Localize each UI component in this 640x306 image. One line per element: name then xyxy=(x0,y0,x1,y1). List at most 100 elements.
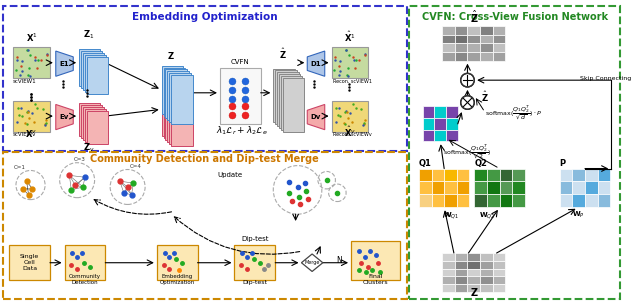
Bar xyxy=(500,194,512,207)
Text: $\hat{\mathbf{Z}}$: $\hat{\mathbf{Z}}$ xyxy=(279,46,287,61)
Bar xyxy=(487,181,500,194)
Polygon shape xyxy=(307,104,324,130)
Bar xyxy=(277,73,298,126)
Bar xyxy=(455,276,467,284)
Text: C=4: C=4 xyxy=(129,164,141,169)
Text: $\mathbf{Z}_v$: $\mathbf{Z}_v$ xyxy=(83,141,95,154)
Bar xyxy=(220,68,260,124)
Bar xyxy=(9,245,50,280)
Bar xyxy=(585,181,598,194)
Bar xyxy=(457,181,469,194)
Text: Final
Clusters: Final Clusters xyxy=(362,274,388,285)
Text: $\mathbf{X}^1$: $\mathbf{X}^1$ xyxy=(26,32,37,44)
Text: Community
Detection: Community Detection xyxy=(69,274,101,285)
Bar xyxy=(585,194,598,207)
Text: Community Detection and Dip-test Merge: Community Detection and Dip-test Merge xyxy=(90,154,319,164)
Bar xyxy=(442,284,455,292)
Bar xyxy=(435,106,446,118)
Bar xyxy=(166,113,187,140)
Bar xyxy=(467,253,480,261)
Bar xyxy=(442,43,455,52)
Bar xyxy=(172,75,193,124)
Bar xyxy=(572,181,585,194)
Text: CVFN: Cross-View Fusion Network: CVFN: Cross-View Fusion Network xyxy=(422,12,608,22)
Bar xyxy=(493,284,506,292)
Bar xyxy=(480,26,493,35)
Bar xyxy=(455,26,467,35)
Bar xyxy=(423,106,435,118)
Bar xyxy=(85,55,106,92)
Text: Q1: Q1 xyxy=(419,159,432,168)
Text: $\hat{\mathbf{Z}}$: $\hat{\mathbf{Z}}$ xyxy=(470,9,479,25)
Bar xyxy=(493,52,506,61)
Text: Merge: Merge xyxy=(305,260,320,265)
Bar xyxy=(480,43,493,52)
Bar xyxy=(234,245,275,280)
Bar xyxy=(157,245,198,280)
Bar xyxy=(572,169,585,181)
Bar xyxy=(585,169,598,181)
Bar xyxy=(467,269,480,276)
Text: Dip-test: Dip-test xyxy=(241,236,269,242)
Bar xyxy=(493,26,506,35)
Bar xyxy=(467,261,480,269)
Text: $\mathrm{softmax}(\dfrac{Q_1Q_2^T}{\sqrt{2}})$: $\mathrm{softmax}(\dfrac{Q_1Q_2^T}{\sqrt… xyxy=(444,143,492,161)
Bar xyxy=(332,47,369,78)
Text: $\hat{\mathbf{X}}^v$: $\hat{\mathbf{X}}^v$ xyxy=(344,125,356,140)
Bar xyxy=(85,109,106,142)
Bar xyxy=(65,245,106,280)
Bar xyxy=(446,118,458,130)
Bar xyxy=(423,130,435,141)
Bar xyxy=(419,181,431,194)
Bar xyxy=(164,111,185,138)
Bar xyxy=(512,181,525,194)
Bar xyxy=(467,43,480,52)
Bar xyxy=(474,169,487,181)
Bar xyxy=(273,69,294,122)
Bar xyxy=(598,181,610,194)
Bar xyxy=(455,52,467,61)
Bar xyxy=(493,261,506,269)
Bar xyxy=(162,109,183,136)
Bar xyxy=(444,194,457,207)
Bar xyxy=(168,115,189,142)
Bar xyxy=(279,74,300,128)
Bar xyxy=(512,194,525,207)
Text: $\mathbf{W}_{Q1}$: $\mathbf{W}_{Q1}$ xyxy=(443,210,459,221)
Bar xyxy=(467,276,480,284)
Bar xyxy=(442,52,455,61)
Bar xyxy=(423,118,435,130)
Bar xyxy=(467,35,480,43)
Text: $\mathbf{Z}$: $\mathbf{Z}$ xyxy=(470,286,479,298)
Bar xyxy=(480,284,493,292)
Bar xyxy=(162,65,183,114)
Bar xyxy=(500,181,512,194)
Bar xyxy=(455,261,467,269)
Text: $\mathbf{W}_{P}$: $\mathbf{W}_{P}$ xyxy=(572,210,584,220)
Bar xyxy=(480,276,493,284)
Bar xyxy=(87,111,108,144)
Text: $\mathbf{W}_{Q2}$: $\mathbf{W}_{Q2}$ xyxy=(479,210,495,221)
Bar xyxy=(81,51,102,88)
Bar xyxy=(87,57,108,94)
Bar xyxy=(480,35,493,43)
Text: P: P xyxy=(560,159,566,168)
Bar xyxy=(455,43,467,52)
Bar xyxy=(444,181,457,194)
Bar xyxy=(13,47,50,78)
Text: Embedding
Optimization: Embedding Optimization xyxy=(159,274,195,285)
Text: $\mathrm{softmax}(\dfrac{Q_1Q_2^T}{\sqrt{d}}) \cdot P$: $\mathrm{softmax}(\dfrac{Q_1Q_2^T}{\sqrt… xyxy=(485,104,542,122)
Bar xyxy=(480,269,493,276)
Text: Single
Cell
Data: Single Cell Data xyxy=(20,254,39,271)
Bar xyxy=(281,76,303,130)
Bar xyxy=(419,169,431,181)
Bar xyxy=(493,276,506,284)
Text: Update: Update xyxy=(217,172,242,178)
Bar xyxy=(467,52,480,61)
Text: $\hat{\mathbf{X}}^1$: $\hat{\mathbf{X}}^1$ xyxy=(344,30,356,44)
Text: CVFN: CVFN xyxy=(231,59,250,65)
Bar xyxy=(598,194,610,207)
Bar xyxy=(446,130,458,141)
Bar xyxy=(431,194,444,207)
Bar xyxy=(442,253,455,261)
